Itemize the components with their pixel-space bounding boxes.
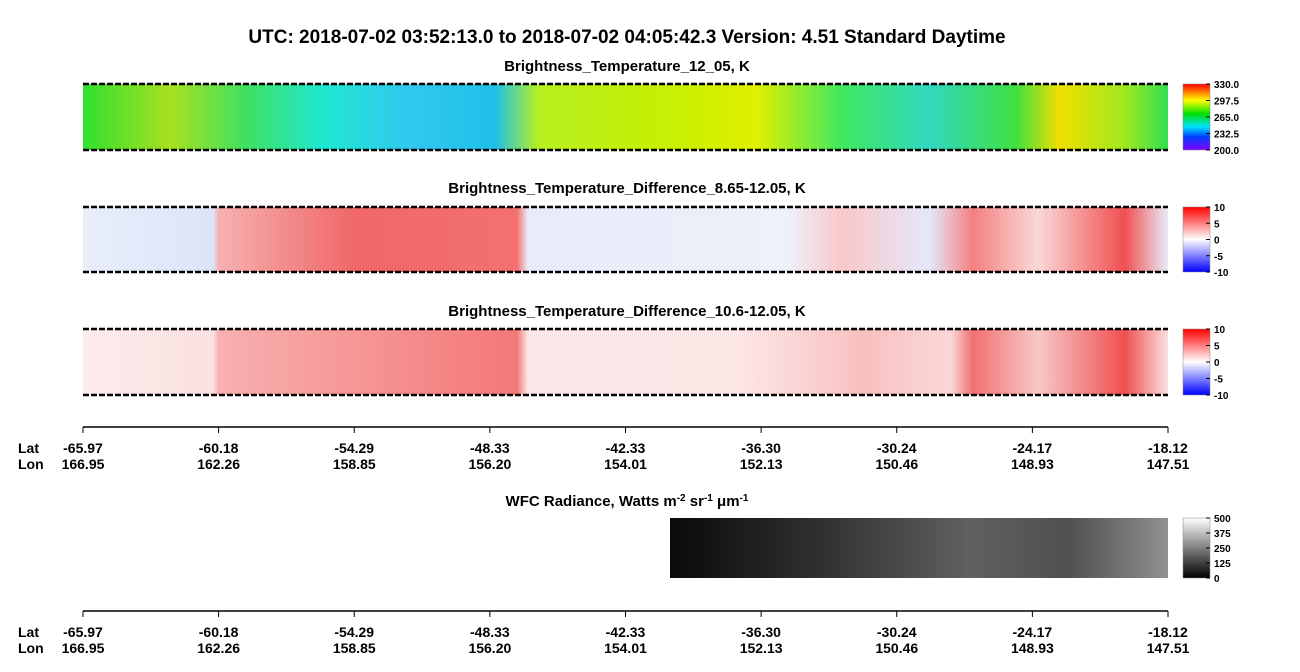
axis-label: Lon — [18, 456, 44, 472]
colorbar-label: -10 — [1214, 268, 1229, 279]
panel-title: WFC Radiance, Watts m-2 sr-1 μm-1 — [506, 493, 749, 511]
colorbar-label: 500 — [1214, 514, 1231, 525]
figure-title: UTC: 2018-07-02 03:52:13.0 to 2018-07-02… — [248, 27, 1005, 48]
lat-label: -54.29 — [334, 440, 374, 456]
title-part: sr — [686, 493, 705, 510]
image — [83, 207, 1168, 272]
title-part: μm — [713, 493, 740, 510]
lon-label: 154.01 — [604, 640, 647, 656]
colorbar — [1182, 83, 1211, 151]
lon-label: 156.20 — [468, 456, 511, 472]
lat-label: -48.33 — [470, 440, 510, 456]
colorbar — [1182, 517, 1211, 579]
lon-label: 156.20 — [468, 640, 511, 656]
axis-label: Lat — [18, 624, 39, 640]
image — [83, 84, 1168, 150]
colorbar-label: 10 — [1214, 325, 1226, 336]
panel-title: Brightness_Temperature_Difference_10.6-1… — [448, 303, 806, 320]
lat-label: -60.18 — [199, 624, 239, 640]
colorbar-label: -5 — [1214, 375, 1223, 386]
lon-label: 162.26 — [197, 640, 240, 656]
panel-title: Brightness_Temperature_12_05, K — [504, 58, 750, 75]
colorbar-label: 250 — [1214, 544, 1231, 555]
colorbar-label: 10 — [1214, 203, 1226, 214]
lon-label: 147.51 — [1147, 456, 1190, 472]
title-part: -2 — [677, 493, 686, 504]
lon-label: 166.95 — [62, 456, 105, 472]
panel-title: Brightness_Temperature_Difference_8.65-1… — [448, 180, 806, 197]
colorbar — [1182, 206, 1211, 273]
colorbar-label: -10 — [1214, 391, 1229, 402]
axis-label: Lon — [18, 640, 44, 656]
lon-label: 147.51 — [1147, 640, 1190, 656]
colorbar-label: 0 — [1214, 236, 1220, 247]
lat-label: -18.12 — [1148, 624, 1188, 640]
lat-label: -24.17 — [1013, 440, 1053, 456]
axis-label: Lat — [18, 440, 39, 456]
lon-label: 158.85 — [333, 640, 376, 656]
colorbar-label: 5 — [1214, 342, 1220, 353]
colorbar-label: -5 — [1214, 252, 1223, 263]
title-part: -1 — [740, 493, 749, 504]
colorbar-label: 0 — [1214, 358, 1220, 369]
lon-label: 158.85 — [333, 456, 376, 472]
lat-label: -36.30 — [741, 440, 781, 456]
colorbar-label: 200.0 — [1214, 146, 1239, 157]
lat-label: -42.33 — [606, 624, 646, 640]
lat-label: -54.29 — [334, 624, 374, 640]
colorbar — [1182, 328, 1211, 396]
lon-label: 150.46 — [875, 456, 918, 472]
lat-label: -24.17 — [1013, 624, 1053, 640]
lon-label: 154.01 — [604, 456, 647, 472]
title-part: WFC Radiance, Watts m — [506, 493, 677, 510]
lat-label: -30.24 — [877, 624, 917, 640]
colorbar-label: 125 — [1214, 559, 1231, 570]
lon-label: 150.46 — [875, 640, 918, 656]
lon-label: 152.13 — [740, 456, 783, 472]
colorbar-label: 232.5 — [1214, 130, 1239, 141]
colorbar-label: 297.5 — [1214, 97, 1239, 108]
lat-label: -60.18 — [199, 440, 239, 456]
lat-label: -30.24 — [877, 440, 917, 456]
lat-label: -65.97 — [63, 440, 103, 456]
colorbar-label: 0 — [1214, 574, 1220, 585]
lon-label: 148.93 — [1011, 640, 1054, 656]
lat-label: -48.33 — [470, 624, 510, 640]
colorbar-label: 265.0 — [1214, 113, 1239, 124]
lon-label: 162.26 — [197, 456, 240, 472]
lat-label: -42.33 — [606, 440, 646, 456]
colorbar-label: 5 — [1214, 219, 1220, 230]
lon-label: 148.93 — [1011, 456, 1054, 472]
title-part: -1 — [704, 493, 713, 504]
lon-label: 152.13 — [740, 640, 783, 656]
lat-label: -65.97 — [63, 624, 103, 640]
image — [83, 329, 1168, 395]
image — [670, 518, 1168, 578]
lat-label: -18.12 — [1148, 440, 1188, 456]
lat-label: -36.30 — [741, 624, 781, 640]
colorbar-label: 375 — [1214, 529, 1231, 540]
colorbar-label: 330.0 — [1214, 80, 1239, 91]
lon-label: 166.95 — [62, 640, 105, 656]
